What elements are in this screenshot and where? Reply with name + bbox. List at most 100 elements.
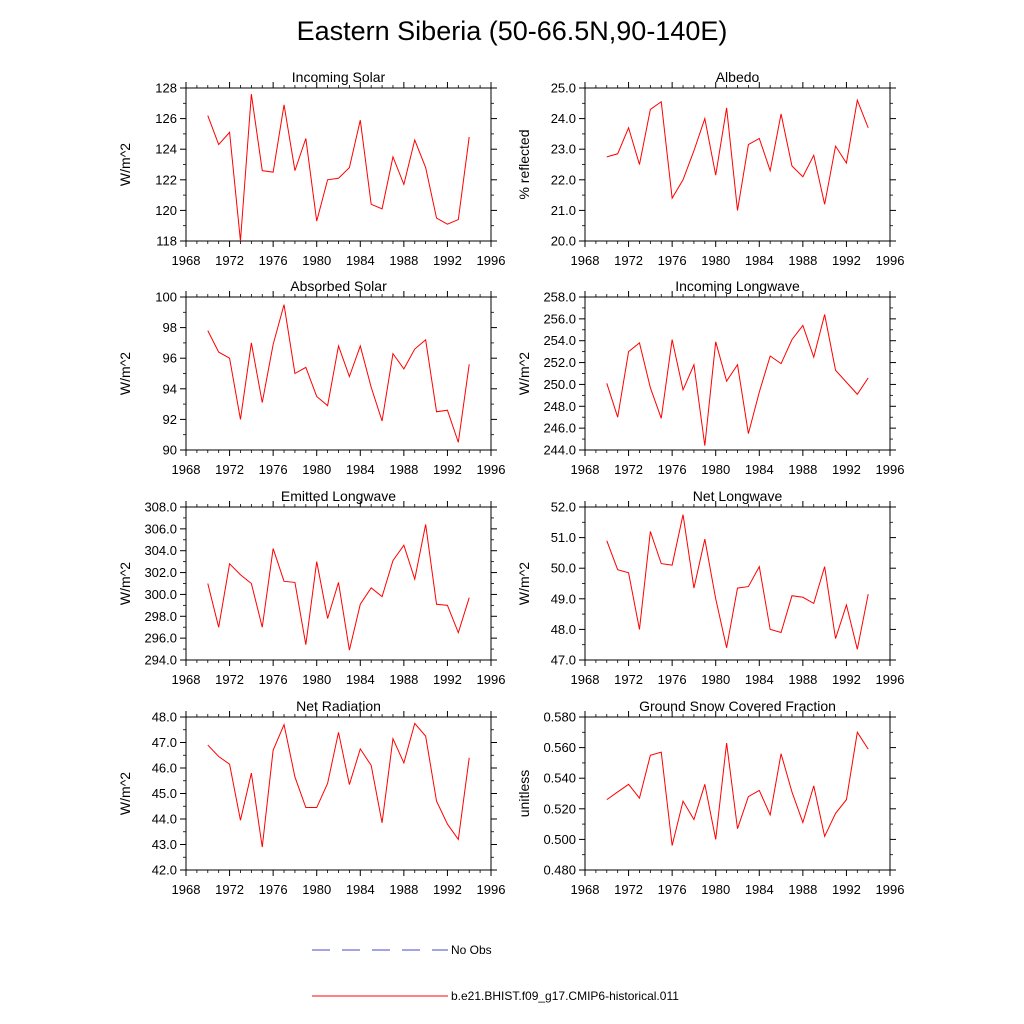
x-tick-label: 1988 — [389, 672, 418, 687]
x-tick-label: 1980 — [701, 672, 730, 687]
panel-incoming-longwave: Incoming Longwave W/m^2 1968 1972 1976 1980 19… — [516, 278, 904, 477]
y-tick-label: 308.0 — [144, 500, 177, 515]
y-tick-label: 302.0 — [144, 565, 177, 580]
y-tick-label: 48.0 — [551, 622, 576, 637]
x-tick-label: 1976 — [658, 672, 687, 687]
y-tick-label: 25.0 — [551, 81, 576, 96]
x-tick-label: 1984 — [346, 462, 375, 477]
panel-title: Net Longwave — [693, 488, 783, 504]
y-tick-label: 52.0 — [551, 500, 576, 515]
y-axis-label: % reflected — [516, 129, 532, 199]
x-tick-label: 1972 — [614, 462, 643, 477]
x-tick-label: 1988 — [788, 462, 817, 477]
x-tick-label: 1980 — [302, 672, 331, 687]
x-tick-label: 1984 — [346, 882, 375, 897]
y-tick-label: 0.560 — [543, 740, 576, 755]
x-tick-label: 1992 — [832, 882, 861, 897]
y-tick-label: 298.0 — [144, 609, 177, 624]
x-tick-label: 1976 — [658, 882, 687, 897]
x-tick-label: 1992 — [433, 672, 462, 687]
x-tick-label: 1988 — [788, 672, 817, 687]
x-tick-label: 1980 — [302, 253, 331, 268]
panels: Incoming Solar W/m^2 1968 1972 1976 1980 1984 1… — [117, 69, 904, 897]
y-tick-label: 94 — [163, 381, 177, 396]
figure-title: Eastern Siberia (50-66.5N,90-140E) — [297, 16, 728, 46]
x-tick-label: 1968 — [172, 462, 201, 477]
plot-frame — [185, 716, 492, 871]
x-tick-label: 1992 — [433, 882, 462, 897]
y-tick-label: 0.520 — [543, 801, 576, 816]
x-tick-label: 1976 — [658, 462, 687, 477]
plot-frame — [584, 87, 891, 242]
y-tick-label: 92 — [163, 412, 177, 427]
y-tick-label: 100 — [155, 290, 177, 305]
x-tick-label: 1968 — [571, 882, 600, 897]
y-tick-label: 0.580 — [543, 710, 576, 725]
panel-title: Absorbed Solar — [290, 278, 387, 294]
panel-title: Net Radiation — [296, 698, 381, 714]
y-tick-label: 246.0 — [543, 421, 576, 436]
panel-title: Ground Snow Covered Fraction — [639, 698, 836, 714]
x-tick-label: 1988 — [788, 253, 817, 268]
y-tick-label: 43.0 — [152, 837, 177, 852]
y-tick-label: 44.0 — [152, 812, 177, 827]
x-tick-label: 1996 — [876, 253, 905, 268]
x-tick-label: 1984 — [745, 672, 774, 687]
y-tick-label: 120 — [155, 203, 177, 218]
y-tick-label: 128 — [155, 81, 177, 96]
panel-title: Incoming Longwave — [675, 278, 800, 294]
legend-label-model: b.e21.BHIST.f09_g17.CMIP6-historical.011 — [451, 989, 679, 1003]
y-axis-label: W/m^2 — [117, 562, 133, 605]
y-tick-label: 98 — [163, 320, 177, 335]
y-tick-label: 300.0 — [144, 587, 177, 602]
y-tick-label: 47.0 — [551, 653, 576, 668]
x-tick-label: 1984 — [745, 462, 774, 477]
y-tick-label: 294.0 — [144, 653, 177, 668]
x-tick-label: 1972 — [215, 882, 244, 897]
y-tick-label: 21.0 — [551, 203, 576, 218]
x-tick-label: 1996 — [876, 672, 905, 687]
y-axis-label: W/m^2 — [117, 352, 133, 395]
series-line — [606, 314, 869, 446]
panel-albedo: Albedo % reflected 1968 1972 1976 1980 1984 198… — [516, 69, 904, 268]
series-line — [606, 98, 869, 211]
series-line — [207, 722, 470, 848]
y-tick-label: 48.0 — [152, 710, 177, 725]
x-tick-label: 1980 — [302, 462, 331, 477]
y-tick-label: 258.0 — [543, 290, 576, 305]
y-axis-label: W/m^2 — [516, 562, 532, 605]
y-tick-label: 306.0 — [144, 521, 177, 536]
x-tick-label: 1972 — [614, 253, 643, 268]
y-tick-label: 0.500 — [543, 832, 576, 847]
series-line — [606, 514, 869, 650]
y-tick-label: 126 — [155, 111, 177, 126]
x-tick-label: 1972 — [215, 672, 244, 687]
panel-incoming-solar: Incoming Solar W/m^2 1968 1972 1976 1980 1984 1… — [117, 69, 505, 268]
y-tick-label: 96 — [163, 351, 177, 366]
y-tick-label: 42.0 — [152, 863, 177, 878]
x-tick-label: 1996 — [477, 882, 506, 897]
x-tick-label: 1984 — [745, 882, 774, 897]
y-tick-label: 0.480 — [543, 863, 576, 878]
y-tick-label: 47.0 — [152, 735, 177, 750]
x-tick-label: 1968 — [571, 672, 600, 687]
series-line — [606, 730, 869, 846]
y-tick-label: 49.0 — [551, 591, 576, 606]
legend: No Obs b.e21.BHIST.f09_g17.CMIP6-histori… — [312, 943, 679, 1003]
y-axis-label: W/m^2 — [516, 352, 532, 395]
x-tick-label: 1988 — [389, 253, 418, 268]
panel-emitted-longwave: Emitted Longwave W/m^2 1968 1972 1976 1980 198… — [117, 488, 505, 687]
y-tick-label: 45.0 — [152, 786, 177, 801]
x-tick-label: 1988 — [788, 882, 817, 897]
x-tick-label: 1980 — [701, 882, 730, 897]
y-tick-label: 124 — [155, 142, 177, 157]
panel-title: Incoming Solar — [292, 69, 386, 85]
series-line — [207, 304, 470, 443]
x-tick-label: 1984 — [745, 253, 774, 268]
y-tick-label: 24.0 — [551, 111, 576, 126]
x-tick-label: 1996 — [876, 882, 905, 897]
x-tick-label: 1976 — [259, 882, 288, 897]
x-tick-label: 1992 — [832, 253, 861, 268]
panel-title: Albedo — [716, 69, 760, 85]
x-tick-label: 1996 — [477, 253, 506, 268]
